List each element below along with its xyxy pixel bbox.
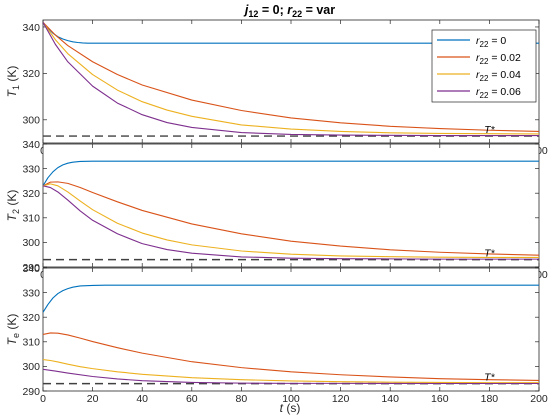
- reference-label: T*: [484, 248, 495, 260]
- x-tick-label: 160: [431, 393, 449, 405]
- series-line-4: [43, 185, 539, 260]
- reference-label: T*: [484, 372, 495, 384]
- legend-entry-3: r22 = 0.04: [476, 69, 521, 83]
- legend-entry-1: r22 = 0: [476, 35, 506, 49]
- axes-box: [42, 267, 540, 392]
- x-tick-label: 100: [282, 393, 300, 405]
- x-tick-label: 60: [186, 393, 198, 405]
- x-tick-label: 140: [381, 393, 399, 405]
- x-tick-label: 80: [236, 393, 248, 405]
- chart-title: j12 = 0; r22 = var: [243, 3, 335, 19]
- legend-box: [431, 29, 537, 103]
- y-tick-label: 340: [22, 139, 40, 151]
- series-line-1: [43, 21, 539, 44]
- plot-area: [43, 160, 539, 261]
- y-tick-label: 320: [22, 188, 40, 200]
- y-tick-label: 340: [22, 22, 40, 34]
- y-axis-label: Te (K): [5, 314, 21, 346]
- x-tick-label: 120: [332, 393, 350, 405]
- series-line-2: [43, 332, 539, 381]
- y-tick-label: 320: [22, 68, 40, 80]
- legend-entry-4: r22 = 0.06: [476, 86, 521, 100]
- x-tick-label: 20: [87, 393, 99, 405]
- y-tick-label: 330: [22, 287, 40, 299]
- series-line-1: [43, 284, 539, 313]
- series-line-3: [43, 358, 539, 384]
- panel-3: 0 20 40 60 80 100 120 140 160 180 200 290 300 310 320 3…: [5, 263, 548, 405]
- y-tick-label: 330: [22, 163, 40, 175]
- series-line-3: [43, 183, 539, 258]
- x-tick-label: 180: [481, 393, 499, 405]
- series-line-1: [43, 160, 539, 187]
- y-axis-label: T1 (K): [5, 66, 21, 98]
- y-tick-label: 290: [22, 386, 40, 398]
- y-tick-label: 300: [22, 237, 40, 249]
- y-tick-label: 320: [22, 312, 40, 324]
- series-line-2: [43, 21, 539, 132]
- x-tick-label: 200: [530, 393, 548, 405]
- y-tick-label: 310: [22, 213, 40, 225]
- y-tick-label: 290: [22, 262, 40, 274]
- x-tick-label: 0: [40, 393, 46, 405]
- y-tick-label: 310: [22, 337, 40, 349]
- plot-area: [43, 21, 539, 137]
- panel-1: 020406080100120140160180200300320340T1 (…: [5, 19, 548, 157]
- x-axis-label: t (s): [280, 401, 301, 415]
- y-tick-label: 300: [22, 115, 40, 127]
- panel-2: 0204060801001201401601802002903003103203…: [5, 139, 548, 281]
- axes-box: [42, 143, 540, 268]
- reference-label: T*: [484, 124, 495, 136]
- series-line-2: [43, 181, 539, 256]
- plot-area: [43, 284, 539, 385]
- series-line-4: [43, 22, 539, 137]
- legend-entry-2: r22 = 0.02: [476, 52, 521, 66]
- legend: r22 = 0 r22 = 0.02 r22 = 0.04 r22 = 0.06: [431, 29, 537, 103]
- series-line-3: [43, 22, 539, 135]
- y-tick-label: 340: [22, 263, 40, 275]
- y-tick-label: 300: [22, 361, 40, 373]
- y-axis-label: T2 (K): [5, 190, 21, 222]
- x-tick-label: 40: [136, 393, 148, 405]
- series-line-4: [43, 368, 539, 385]
